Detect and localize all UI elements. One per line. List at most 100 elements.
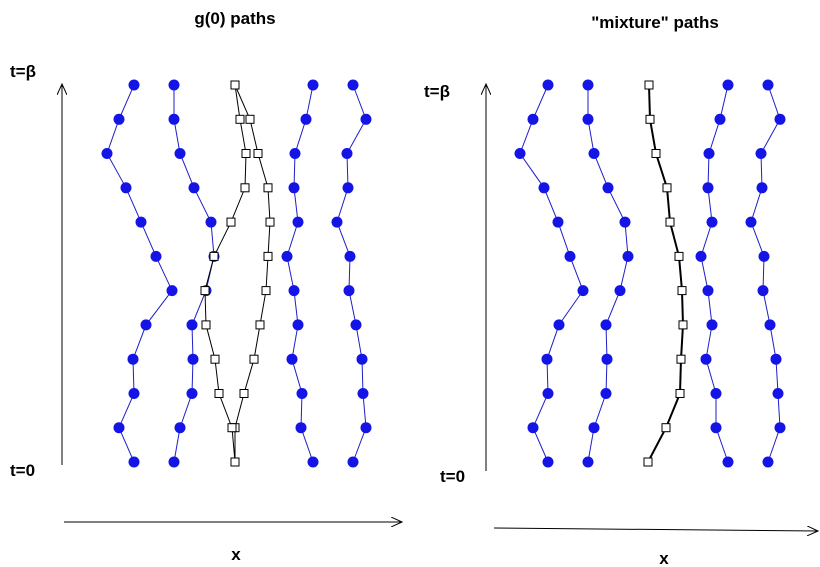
right-blue-path-3 [700,84,729,463]
right-blue-particle-point [755,148,767,159]
left-square-marker [255,320,265,330]
left-blue-particle-point [356,353,368,365]
right-blue-particle-point [600,319,612,331]
right-blue-particle-point [542,456,554,468]
right-blue-particle-point [564,250,576,262]
right-blue-path-4 [750,84,781,463]
right-x-axis-arrow [493,528,818,531]
right-blue-particle-point [710,422,722,434]
left-blue-particle-point [128,388,140,399]
left-blue-particle-point [168,113,180,125]
left-blue-particle-point [281,250,293,262]
left-square-marker [201,320,211,330]
right-x-label: x [659,549,669,567]
right-blue-particle-point [700,353,712,365]
right-blue-particle-point [600,388,612,399]
left-blue-particle-point [205,216,217,228]
left-blue-particle-point [357,388,369,399]
right-blue-particle-point [582,79,594,91]
right-blue-particle-point [582,113,594,125]
right-blue-particle-point [577,285,589,297]
left-square-marker [245,114,255,124]
right-square-marker [676,354,686,364]
left-blue-particle-point [331,216,343,228]
left-square-marker [235,114,245,124]
left-blue-particle-point [168,79,180,91]
right-square-path-1 [647,84,685,463]
left-blue-particle-point [127,353,139,365]
left-blue-path-2 [173,85,215,463]
left-square-marker [214,389,224,398]
left-blue-particle-point [360,113,372,125]
right-blue-particle-point [541,353,553,365]
left-blue-particle-point [113,113,125,125]
left-blue-particle-point [295,422,307,434]
right-square-marker [644,80,654,90]
left-blue-particle-point [344,250,356,262]
left-square-marker [230,457,240,467]
left-square-marker [265,217,275,227]
right-blue-particle-point [710,388,722,399]
right-blue-particle-point [514,148,526,159]
right-blue-particle-point [772,388,784,399]
left-blue-particle-point [150,250,162,262]
right-square-marker [661,423,671,433]
right-blue-path-2 [587,85,629,463]
left-blue-particle-point [292,319,304,331]
right-blue-particle-point [774,422,786,434]
right-t-top-label: t=β [424,82,450,101]
left-blue-particle-point [286,353,298,365]
left-blue-particle-point [342,182,354,194]
left-blue-particle-point [188,182,200,194]
left-square-marker [263,183,273,193]
right-blue-particle-point [703,148,715,159]
left-blue-particle-point [307,456,319,468]
left-blue-particle-point [343,285,355,297]
right-blue-particle-point [542,388,554,399]
left-square-marker [249,354,259,364]
left-blue-particle-point [187,353,199,365]
left-blue-particle-point [101,148,113,159]
left-blue-particle-point [168,456,180,468]
left-blue-particle-point [347,79,359,91]
right-blue-particle-point [542,79,554,91]
left-square-marker [209,251,219,261]
left-blue-particle-point [341,148,353,159]
left-blue-particle-point [307,79,319,91]
left-blue-particle-point [347,456,359,468]
left-square-marker [210,354,220,364]
left-blue-particle-point [166,285,178,297]
left-blue-particle-point [140,319,152,331]
left-square-marker [226,217,236,227]
left-blue-particle-point [128,456,140,468]
right-blue-particle-point [622,250,634,262]
right-blue-particle-point [619,216,631,228]
right-blue-particle-point [602,182,614,194]
left-panel-title: g(0) paths [194,9,275,28]
right-square-marker [675,389,685,398]
right-square-marker [674,251,684,261]
left-blue-particle-point [350,319,362,331]
right-blue-particle-point [702,182,714,194]
right-blue-particle-point [695,250,707,262]
right-blue-particle-point [722,456,734,468]
right-blue-particle-point [614,285,626,297]
right-square-marker [677,286,687,296]
left-square-marker [230,80,240,90]
left-blue-particle-point [120,182,132,194]
right-blue-particle-point [527,113,539,125]
left-blue-particle-point [300,113,312,125]
right-blue-particle-point [745,216,757,228]
right-blue-particle-point [756,182,768,194]
paths-layer [101,79,786,468]
right-square-marker [662,183,672,193]
right-blue-particle-point [757,285,769,297]
left-blue-particle-point [186,388,198,399]
left-square-marker [263,251,273,261]
left-square-path-1 [234,84,271,462]
left-blue-path-3 [286,84,314,463]
left-square-marker [241,149,251,158]
right-blue-particle-point [588,422,600,434]
left-blue-particle-point [296,388,308,399]
